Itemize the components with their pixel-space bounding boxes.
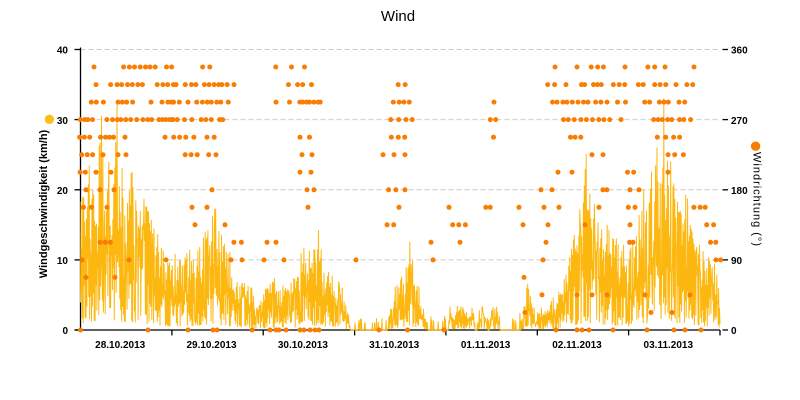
svg-text:40: 40 <box>57 46 69 57</box>
svg-text:03.11.2013: 03.11.2013 <box>644 340 694 351</box>
svg-text:Wind: Wind <box>381 8 415 25</box>
svg-text:Windrichtung (°): Windrichtung (°) <box>750 152 762 247</box>
svg-text:0: 0 <box>62 326 68 337</box>
svg-text:20: 20 <box>57 186 69 197</box>
svg-text:30: 30 <box>57 116 69 127</box>
svg-text:0: 0 <box>731 326 737 337</box>
svg-text:31.10.2013: 31.10.2013 <box>369 340 419 351</box>
svg-text:01.11.2013: 01.11.2013 <box>461 340 511 351</box>
svg-text:02.11.2013: 02.11.2013 <box>552 340 602 351</box>
svg-text:28.10.2013: 28.10.2013 <box>95 340 145 351</box>
svg-text:270: 270 <box>731 116 748 127</box>
svg-text:360: 360 <box>731 46 748 57</box>
svg-text:Windgeschwindigkeit (km/h): Windgeschwindigkeit (km/h) <box>38 129 50 278</box>
svg-text:30.10.2013: 30.10.2013 <box>278 340 328 351</box>
svg-text:180: 180 <box>731 186 748 197</box>
svg-text:90: 90 <box>731 256 743 267</box>
svg-text:10: 10 <box>57 256 69 267</box>
svg-text:29.10.2013: 29.10.2013 <box>186 340 236 351</box>
